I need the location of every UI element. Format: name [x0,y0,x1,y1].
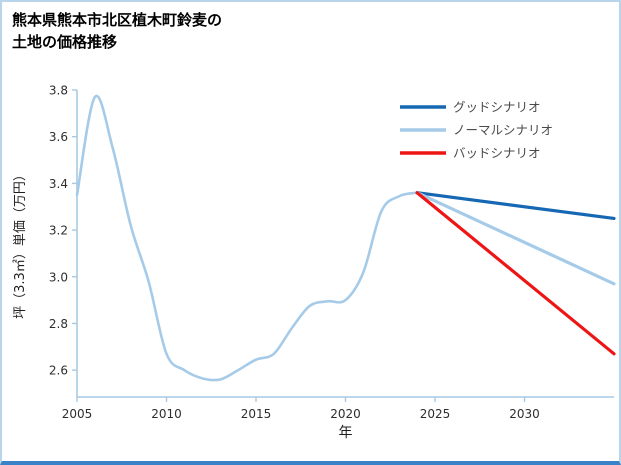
x-tick-label: 2010 [151,407,182,421]
y-tick-label: 2.8 [49,317,68,331]
y-tick-label: 2.6 [49,364,68,378]
x-tick-label: 2005 [62,407,93,421]
series-line-バッドシナリオ [415,191,616,356]
y-tick-label: 3.0 [49,270,68,284]
y-tick-label: 3.2 [49,224,68,238]
series-line-ノーマルシナリオ [415,191,616,286]
x-tick-label: 2030 [509,407,540,421]
y-tick-label: 3.6 [49,130,68,144]
chart-title: 熊本県熊本市北区植木町鈴麦の 土地の価格推移 [12,10,222,54]
x-tick-label: 2015 [241,407,272,421]
legend-label-ノーマルシナリオ: ノーマルシナリオ [453,123,553,138]
x-tick-label: 2020 [330,407,361,421]
y-axis-label: 坪（3.3㎡）単価（万円） [12,168,28,319]
x-axis-label: 年 [339,425,353,441]
series-line-グッドシナリオ [415,191,616,221]
y-tick-label: 3.4 [49,177,68,191]
chart-title-line1: 熊本県熊本市北区植木町鈴麦の [12,11,223,29]
chart-title-line2: 土地の価格推移 [12,32,118,51]
series-line-実績 [75,94,419,382]
legend-label-グッドシナリオ: グッドシナリオ [453,100,541,115]
legend-label-バッドシナリオ: バッドシナリオ [453,146,541,161]
y-tick-label: 3.8 [49,84,68,98]
x-tick-label: 2025 [420,407,451,421]
